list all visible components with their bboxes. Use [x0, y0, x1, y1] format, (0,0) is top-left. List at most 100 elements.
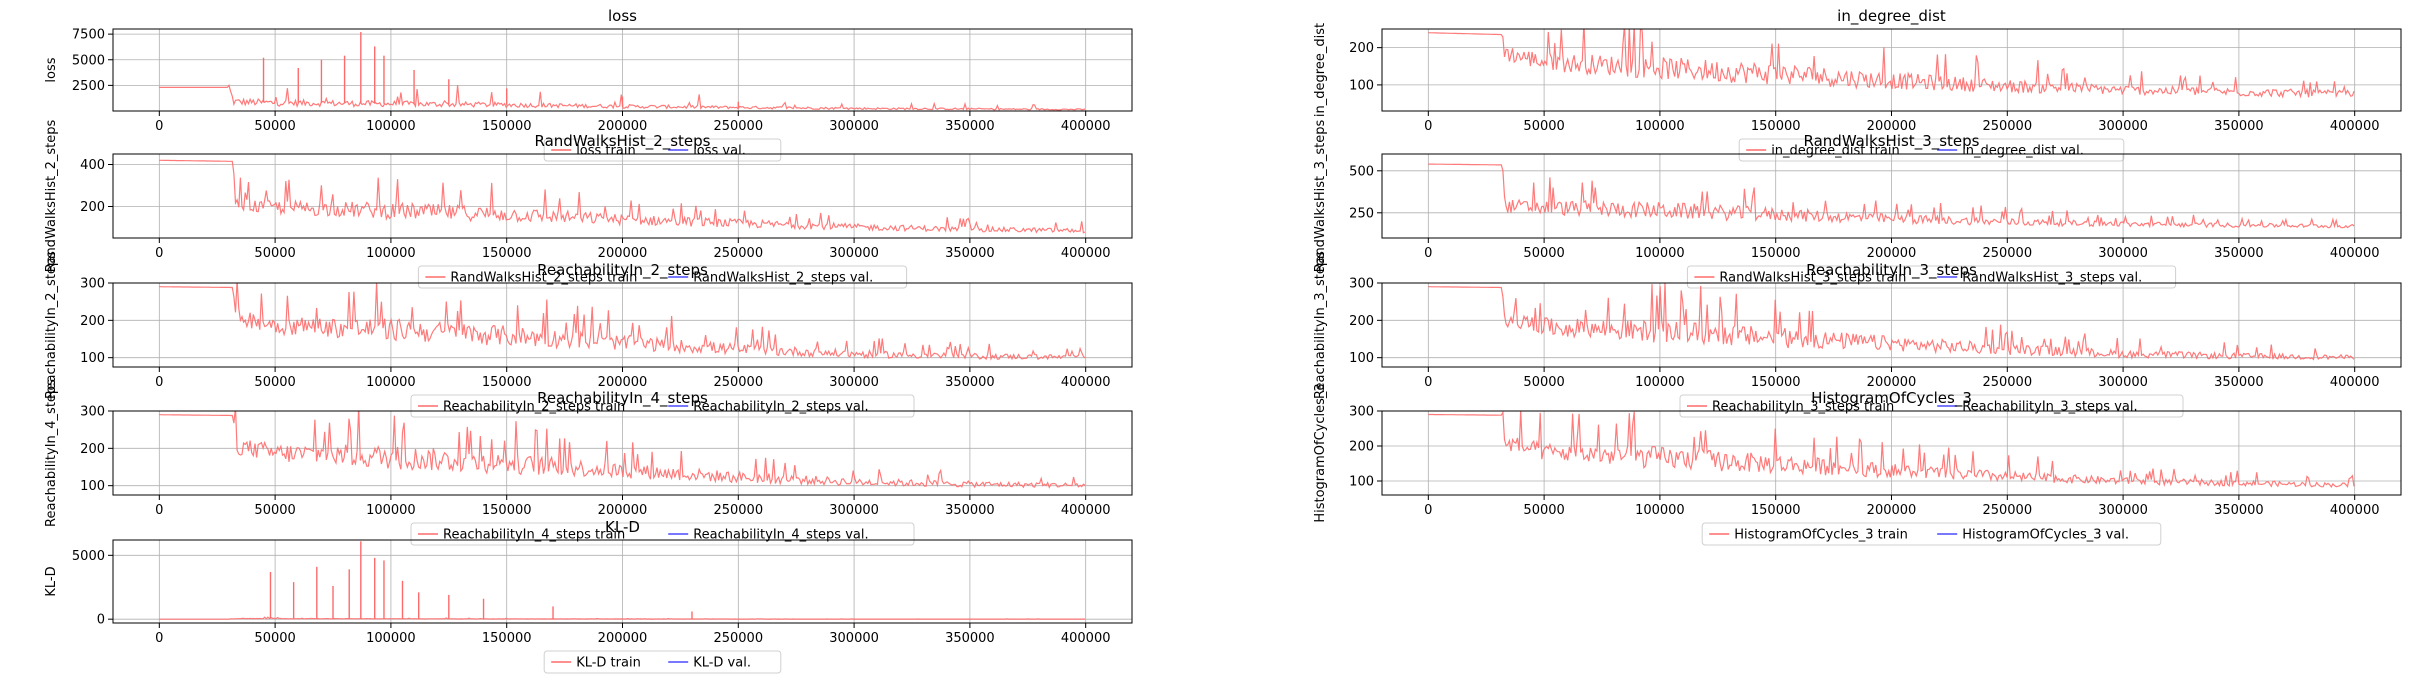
y-tick-label: 5000 [72, 53, 105, 68]
x-tick-label: 250000 [713, 631, 763, 646]
plot-area [159, 283, 1086, 361]
x-tick-label: 100000 [1635, 119, 1685, 134]
x-tick-label: 250000 [1982, 119, 2032, 134]
legend-label-val: RandWalksHist_2_steps val. [693, 271, 873, 286]
y-tick-label: 300 [80, 277, 105, 292]
chart-title: loss [608, 7, 637, 25]
legend: loss train loss val. [543, 138, 782, 162]
y-tick-label: 500 [1349, 164, 1374, 179]
x-tick-label: 150000 [482, 375, 532, 390]
series-line-train [1428, 283, 2355, 361]
x-tick-label: 100000 [1635, 375, 1685, 390]
legend-label-val: in_degree_dist val. [1962, 144, 2084, 159]
x-tick-label: 200000 [598, 119, 648, 134]
x-tick-label: 300000 [2098, 375, 2148, 390]
x-tick-label: 50000 [254, 375, 295, 390]
x-tick-label: 350000 [2214, 375, 2264, 390]
x-tick-label: 50000 [1523, 119, 1564, 134]
x-tick-label: 250000 [713, 246, 763, 261]
x-tick-label: 300000 [829, 631, 879, 646]
x-tick-label: 250000 [713, 503, 763, 518]
y-tick-label: 200 [80, 442, 105, 457]
x-tick-label: 300000 [829, 375, 879, 390]
plot-area [1428, 163, 2355, 229]
series-line-train [159, 616, 1085, 620]
x-tick-label: 200000 [598, 375, 648, 390]
y-tick-label: 300 [1349, 277, 1374, 292]
x-tick-label: 50000 [1523, 375, 1564, 390]
y-axis-label: loss [44, 57, 59, 82]
x-tick-label: 350000 [945, 503, 995, 518]
legend-label-train: KL-D train [576, 656, 641, 671]
x-tick-label: 150000 [1751, 375, 1801, 390]
x-tick-label: 400000 [2330, 503, 2380, 518]
chart-title: KL-D [605, 518, 640, 536]
legend: ReachabilityIn_4_steps train Reachability… [410, 522, 915, 546]
y-axis-label: RandWalksHist_2_steps [44, 120, 59, 273]
y-tick-label: 300 [1349, 405, 1374, 420]
legend-label-val: HistogramOfCycles_3 val. [1962, 528, 2129, 543]
x-tick-label: 150000 [1751, 246, 1801, 261]
x-tick-label: 0 [1424, 246, 1432, 261]
legend-label-val: RandWalksHist_3_steps val. [1962, 271, 2142, 286]
plot-area [159, 159, 1086, 234]
x-tick-label: 400000 [1061, 119, 1111, 134]
x-tick-label: 0 [1424, 119, 1432, 134]
y-tick-label: 400 [80, 158, 105, 173]
x-tick-label: 250000 [713, 375, 763, 390]
series-line-train [159, 283, 1086, 361]
x-tick-label: 50000 [254, 631, 295, 646]
legend-box [1738, 138, 2125, 162]
x-tick-label: 250000 [1982, 246, 2032, 261]
x-tick-label: 350000 [2214, 246, 2264, 261]
x-tick-label: 0 [155, 503, 163, 518]
y-tick-label: 5000 [72, 549, 105, 564]
x-tick-label: 0 [155, 375, 163, 390]
x-tick-label: 250000 [713, 119, 763, 134]
x-tick-label: 50000 [254, 503, 295, 518]
series-line-train [1428, 29, 2355, 99]
x-tick-label: 150000 [482, 119, 532, 134]
legend-label-val: loss val. [693, 144, 746, 159]
x-tick-label: 350000 [945, 119, 995, 134]
x-tick-label: 150000 [482, 631, 532, 646]
x-tick-label: 150000 [482, 503, 532, 518]
x-tick-label: 300000 [829, 119, 879, 134]
x-tick-label: 100000 [366, 375, 416, 390]
x-tick-label: 200000 [1867, 119, 1917, 134]
series-line-train [159, 411, 1086, 489]
x-tick-label: 100000 [1635, 246, 1685, 261]
x-tick-label: 150000 [1751, 119, 1801, 134]
x-tick-label: 50000 [254, 246, 295, 261]
x-tick-label: 200000 [1867, 503, 1917, 518]
legend-label-val: ReachabilityIn_3_steps val. [1962, 400, 2137, 415]
x-tick-label: 150000 [482, 246, 532, 261]
legend-label-train: ReachabilityIn_4_steps train [443, 528, 625, 543]
y-axis-label: ReachabilityIn_2_steps [44, 251, 59, 399]
legend-label-train: in_degree_dist train [1771, 144, 1900, 159]
chart-title: RandWalksHist_2_steps [535, 132, 711, 151]
y-tick-label: 300 [80, 405, 105, 420]
x-tick-label: 200000 [1867, 246, 1917, 261]
x-tick-label: 350000 [945, 246, 995, 261]
x-tick-label: 100000 [366, 119, 416, 134]
x-tick-label: 100000 [366, 246, 416, 261]
x-tick-label: 350000 [2214, 503, 2264, 518]
legend-label-train: HistogramOfCycles_3 train [1734, 528, 1908, 543]
subplot-0: 0 50000 100000 150000 200000 250000 300000 3500… [44, 7, 1133, 162]
y-axis-label: in_degree_dist [1313, 23, 1328, 117]
chart-title: ReachabilityIn_4_steps [537, 389, 708, 408]
y-tick-label: 2500 [72, 79, 105, 94]
plot-area [1428, 29, 2355, 99]
plot-area [159, 541, 1085, 620]
y-tick-label: 0 [97, 613, 105, 628]
chart-title: HistogramOfCycles_3 [1811, 389, 1972, 408]
y-tick-label: 100 [1349, 351, 1374, 366]
y-axis-label: HistogramOfCycles_3 [1313, 383, 1328, 522]
y-tick-label: 200 [80, 200, 105, 215]
chart-title: in_degree_dist [1837, 7, 1946, 26]
y-axis-label: RandWalksHist_3_steps [1313, 120, 1328, 273]
legend-label-train: RandWalksHist_2_steps train [450, 271, 637, 286]
x-tick-label: 50000 [1523, 503, 1564, 518]
plot-area [159, 411, 1086, 489]
